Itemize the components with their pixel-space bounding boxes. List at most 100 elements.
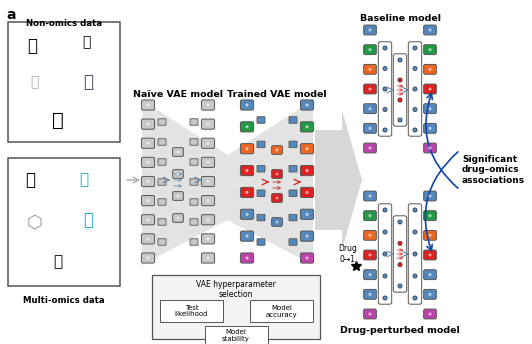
FancyBboxPatch shape bbox=[364, 64, 376, 74]
Circle shape bbox=[146, 199, 149, 202]
Circle shape bbox=[305, 235, 309, 238]
FancyBboxPatch shape bbox=[364, 104, 376, 114]
Circle shape bbox=[369, 312, 371, 315]
Circle shape bbox=[413, 128, 417, 132]
Text: 🧬: 🧬 bbox=[79, 172, 88, 187]
FancyBboxPatch shape bbox=[364, 270, 376, 280]
Circle shape bbox=[369, 48, 371, 51]
FancyBboxPatch shape bbox=[190, 179, 198, 185]
Circle shape bbox=[413, 208, 417, 212]
Polygon shape bbox=[228, 100, 313, 265]
FancyBboxPatch shape bbox=[364, 211, 376, 221]
FancyBboxPatch shape bbox=[364, 123, 376, 133]
Circle shape bbox=[369, 127, 371, 130]
Circle shape bbox=[245, 256, 248, 260]
Text: VAE hyperparameter
selection: VAE hyperparameter selection bbox=[196, 280, 276, 299]
Circle shape bbox=[398, 58, 402, 62]
FancyBboxPatch shape bbox=[240, 209, 254, 219]
Text: Model
accuracy: Model accuracy bbox=[265, 304, 297, 318]
Circle shape bbox=[369, 29, 371, 32]
FancyBboxPatch shape bbox=[190, 219, 198, 225]
FancyBboxPatch shape bbox=[364, 25, 376, 35]
FancyBboxPatch shape bbox=[257, 117, 265, 123]
Circle shape bbox=[428, 127, 431, 130]
Circle shape bbox=[206, 180, 210, 183]
Text: 💊: 💊 bbox=[52, 110, 64, 129]
FancyBboxPatch shape bbox=[257, 239, 265, 245]
Text: Trained VAE model: Trained VAE model bbox=[227, 90, 327, 99]
Circle shape bbox=[428, 254, 431, 257]
Circle shape bbox=[369, 254, 371, 257]
Circle shape bbox=[428, 194, 431, 197]
FancyBboxPatch shape bbox=[202, 253, 214, 263]
Circle shape bbox=[398, 262, 402, 267]
FancyBboxPatch shape bbox=[289, 239, 297, 245]
Text: Test
likelihood: Test likelihood bbox=[174, 304, 208, 318]
FancyBboxPatch shape bbox=[158, 179, 166, 185]
FancyBboxPatch shape bbox=[173, 170, 184, 178]
FancyBboxPatch shape bbox=[158, 199, 166, 205]
FancyBboxPatch shape bbox=[8, 158, 120, 286]
FancyBboxPatch shape bbox=[158, 139, 166, 145]
FancyBboxPatch shape bbox=[364, 289, 376, 299]
FancyBboxPatch shape bbox=[423, 230, 436, 240]
FancyBboxPatch shape bbox=[240, 231, 254, 241]
Text: 🍽: 🍽 bbox=[30, 75, 38, 89]
FancyBboxPatch shape bbox=[158, 159, 166, 165]
Circle shape bbox=[428, 273, 431, 276]
FancyBboxPatch shape bbox=[301, 122, 313, 132]
FancyBboxPatch shape bbox=[240, 122, 254, 132]
FancyBboxPatch shape bbox=[423, 84, 436, 94]
FancyBboxPatch shape bbox=[423, 45, 436, 55]
FancyBboxPatch shape bbox=[364, 230, 376, 240]
FancyBboxPatch shape bbox=[158, 119, 166, 125]
Circle shape bbox=[428, 68, 431, 71]
FancyBboxPatch shape bbox=[202, 215, 214, 225]
Circle shape bbox=[413, 107, 417, 111]
FancyBboxPatch shape bbox=[142, 157, 155, 168]
Circle shape bbox=[276, 197, 278, 200]
Circle shape bbox=[428, 87, 431, 90]
Circle shape bbox=[369, 273, 371, 276]
Circle shape bbox=[413, 230, 417, 234]
Text: 🦠: 🦠 bbox=[53, 255, 63, 269]
FancyBboxPatch shape bbox=[257, 141, 265, 148]
Text: Drug-perturbed model: Drug-perturbed model bbox=[340, 326, 460, 335]
Circle shape bbox=[369, 194, 371, 197]
FancyBboxPatch shape bbox=[142, 176, 155, 186]
FancyBboxPatch shape bbox=[202, 176, 214, 186]
Circle shape bbox=[428, 147, 431, 150]
Circle shape bbox=[276, 173, 278, 175]
Text: ⬡: ⬡ bbox=[26, 214, 42, 232]
Text: Baseline model: Baseline model bbox=[360, 14, 440, 23]
Circle shape bbox=[146, 218, 149, 221]
FancyBboxPatch shape bbox=[364, 250, 376, 260]
Circle shape bbox=[146, 237, 149, 240]
FancyBboxPatch shape bbox=[423, 143, 436, 153]
Text: 🏃: 🏃 bbox=[83, 73, 93, 91]
FancyBboxPatch shape bbox=[301, 144, 313, 154]
FancyBboxPatch shape bbox=[190, 139, 198, 145]
FancyBboxPatch shape bbox=[289, 117, 297, 123]
Polygon shape bbox=[315, 110, 362, 250]
FancyBboxPatch shape bbox=[289, 141, 297, 148]
Circle shape bbox=[428, 48, 431, 51]
FancyBboxPatch shape bbox=[423, 289, 436, 299]
FancyBboxPatch shape bbox=[152, 275, 320, 339]
Text: 🔵: 🔵 bbox=[83, 211, 93, 229]
Circle shape bbox=[206, 218, 210, 221]
Circle shape bbox=[177, 217, 179, 219]
Circle shape bbox=[146, 180, 149, 183]
FancyBboxPatch shape bbox=[423, 191, 436, 201]
Circle shape bbox=[369, 293, 371, 296]
Circle shape bbox=[398, 220, 402, 224]
FancyBboxPatch shape bbox=[250, 300, 313, 322]
FancyBboxPatch shape bbox=[240, 144, 254, 154]
FancyBboxPatch shape bbox=[158, 239, 166, 245]
Circle shape bbox=[245, 213, 248, 216]
FancyBboxPatch shape bbox=[301, 253, 313, 263]
Circle shape bbox=[413, 87, 417, 91]
Circle shape bbox=[398, 118, 402, 122]
FancyBboxPatch shape bbox=[423, 64, 436, 74]
Circle shape bbox=[428, 293, 431, 296]
